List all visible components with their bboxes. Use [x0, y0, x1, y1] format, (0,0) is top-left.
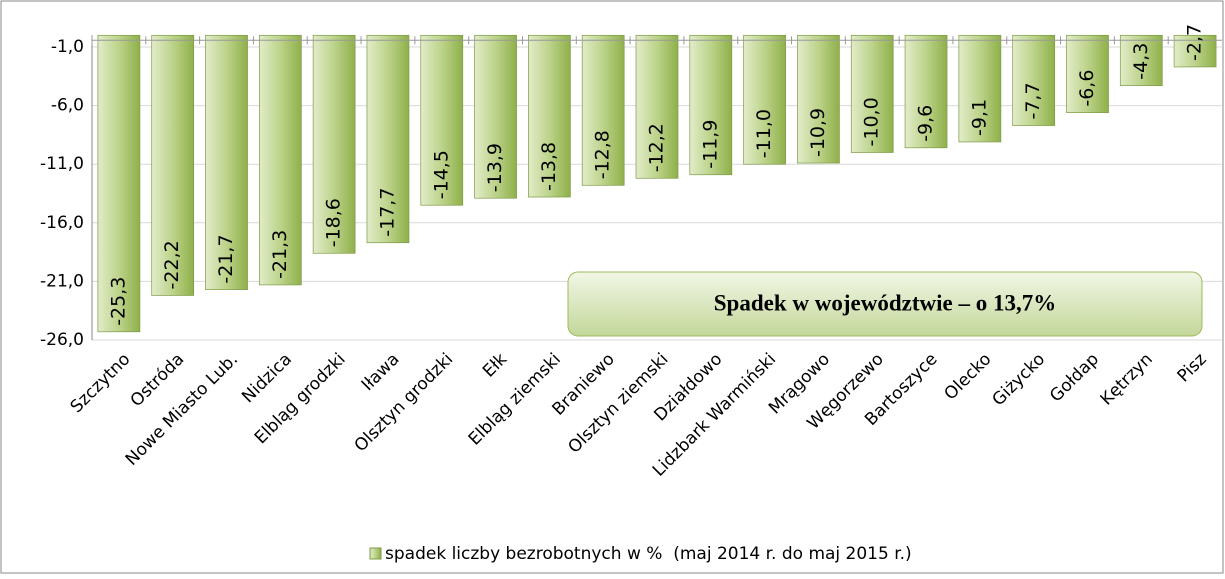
bar: [958, 34, 1002, 143]
bar: [312, 34, 356, 254]
bar: [850, 34, 894, 153]
data-label: -7,7: [1022, 82, 1044, 119]
annotation: Spadek w województwie – o 13,7%: [714, 290, 1056, 315]
data-label: -9,1: [968, 99, 990, 136]
bar: [528, 34, 571, 198]
bar: [420, 34, 464, 206]
bar: [635, 34, 679, 179]
data-label: -21,7: [215, 234, 237, 283]
bar: [743, 34, 786, 165]
data-label: -13,8: [538, 142, 560, 191]
data-label: -11,9: [699, 120, 721, 169]
y-tick-label: -6,0: [51, 96, 84, 116]
bar: [258, 34, 302, 286]
y-tick-label: -26,0: [40, 330, 84, 350]
data-label: -13,9: [484, 143, 506, 192]
data-label: -22,2: [161, 240, 183, 289]
data-label: -12,2: [646, 123, 668, 172]
annotation-box: [567, 271, 1203, 337]
data-label: -10,0: [861, 97, 883, 146]
data-label: -25,3: [107, 277, 129, 326]
bar: [1066, 34, 1109, 113]
data-label: -17,7: [376, 188, 398, 237]
bar: [151, 34, 195, 296]
data-label: -4,3: [1130, 43, 1152, 80]
data-label: -18,6: [323, 198, 345, 247]
data-label: -6,6: [1076, 70, 1098, 107]
bar: [1119, 34, 1163, 87]
bar: [689, 34, 733, 176]
bar: [797, 34, 840, 164]
y-tick-label: -16,0: [40, 213, 84, 233]
data-label: -14,5: [430, 150, 452, 199]
data-label: -10,9: [807, 108, 829, 157]
bar: [1012, 34, 1056, 126]
y-tick-label: -21,0: [40, 271, 84, 291]
data-label: -12,8: [592, 130, 614, 179]
data-label: -2,7: [1184, 24, 1206, 61]
data-label: -9,6: [915, 105, 937, 142]
bar: [904, 34, 948, 149]
bar: [366, 34, 410, 244]
bar: [205, 34, 248, 290]
legend-marker: [369, 547, 382, 560]
bar: [474, 34, 517, 199]
bar: [97, 34, 141, 333]
y-tick-label: -11,0: [40, 154, 84, 174]
data-label: -11,0: [753, 109, 775, 158]
bar: [581, 34, 625, 186]
y-tick-label: -1,0: [51, 37, 84, 57]
data-label: -21,3: [269, 230, 291, 279]
legend-label: spadek liczby bezrobotnych w % (maj 2014…: [385, 544, 912, 564]
